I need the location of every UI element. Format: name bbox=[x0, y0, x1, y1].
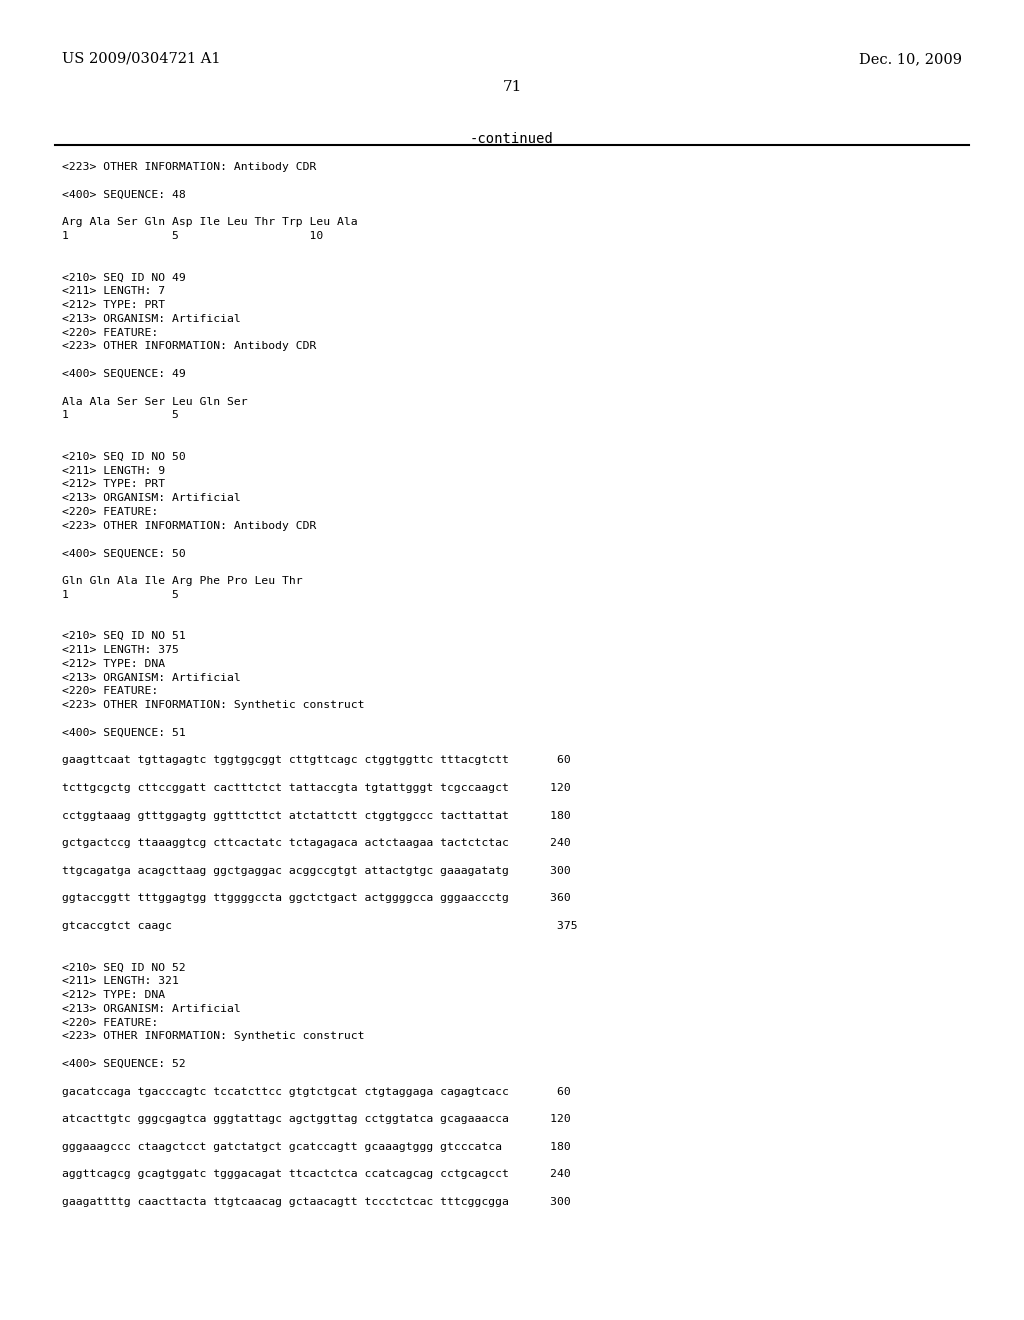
Text: gaagattttg caacttacta ttgtcaacag gctaacagtt tccctctcac tttcggcgga      300: gaagattttg caacttacta ttgtcaacag gctaaca… bbox=[62, 1197, 570, 1206]
Text: <211> LENGTH: 321: <211> LENGTH: 321 bbox=[62, 977, 179, 986]
Text: <212> TYPE: DNA: <212> TYPE: DNA bbox=[62, 990, 165, 1001]
Text: gctgactccg ttaaaggtcg cttcactatc tctagagaca actctaagaa tactctctac      240: gctgactccg ttaaaggtcg cttcactatc tctagag… bbox=[62, 838, 570, 849]
Text: <211> LENGTH: 7: <211> LENGTH: 7 bbox=[62, 286, 165, 296]
Text: <213> ORGANISM: Artificial: <213> ORGANISM: Artificial bbox=[62, 1003, 241, 1014]
Text: <212> TYPE: PRT: <212> TYPE: PRT bbox=[62, 479, 165, 490]
Text: <223> OTHER INFORMATION: Antibody CDR: <223> OTHER INFORMATION: Antibody CDR bbox=[62, 342, 316, 351]
Text: aggttcagcg gcagtggatc tgggacagat ttcactctca ccatcagcag cctgcagcct      240: aggttcagcg gcagtggatc tgggacagat ttcactc… bbox=[62, 1170, 570, 1179]
Text: <212> TYPE: PRT: <212> TYPE: PRT bbox=[62, 300, 165, 310]
Text: <220> FEATURE:: <220> FEATURE: bbox=[62, 686, 159, 697]
Text: <400> SEQUENCE: 49: <400> SEQUENCE: 49 bbox=[62, 370, 185, 379]
Text: atcacttgtc gggcgagtca gggtattagc agctggttag cctggtatca gcagaaacca      120: atcacttgtc gggcgagtca gggtattagc agctggt… bbox=[62, 1114, 570, 1125]
Text: 1               5: 1 5 bbox=[62, 590, 179, 599]
Text: <400> SEQUENCE: 51: <400> SEQUENCE: 51 bbox=[62, 727, 185, 738]
Text: tcttgcgctg cttccggatt cactttctct tattaccgta tgtattgggt tcgccaagct      120: tcttgcgctg cttccggatt cactttctct tattacc… bbox=[62, 783, 570, 793]
Text: gggaaagccc ctaagctcct gatctatgct gcatccagtt gcaaagtggg gtcccatca       180: gggaaagccc ctaagctcct gatctatgct gcatcca… bbox=[62, 1142, 570, 1152]
Text: <400> SEQUENCE: 50: <400> SEQUENCE: 50 bbox=[62, 548, 185, 558]
Text: <223> OTHER INFORMATION: Antibody CDR: <223> OTHER INFORMATION: Antibody CDR bbox=[62, 521, 316, 531]
Text: gaagttcaat tgttagagtc tggtggcggt cttgttcagc ctggtggttc tttacgtctt       60: gaagttcaat tgttagagtc tggtggcggt cttgttc… bbox=[62, 755, 570, 766]
Text: <213> ORGANISM: Artificial: <213> ORGANISM: Artificial bbox=[62, 494, 241, 503]
Text: US 2009/0304721 A1: US 2009/0304721 A1 bbox=[62, 51, 220, 66]
Text: <210> SEQ ID NO 50: <210> SEQ ID NO 50 bbox=[62, 451, 185, 462]
Text: Ala Ala Ser Ser Leu Gln Ser: Ala Ala Ser Ser Leu Gln Ser bbox=[62, 396, 248, 407]
Text: <211> LENGTH: 9: <211> LENGTH: 9 bbox=[62, 466, 165, 475]
Text: <223> OTHER INFORMATION: Synthetic construct: <223> OTHER INFORMATION: Synthetic const… bbox=[62, 1031, 365, 1041]
Text: 1               5: 1 5 bbox=[62, 411, 179, 420]
Text: <223> OTHER INFORMATION: Synthetic construct: <223> OTHER INFORMATION: Synthetic const… bbox=[62, 700, 365, 710]
Text: <400> SEQUENCE: 48: <400> SEQUENCE: 48 bbox=[62, 190, 185, 199]
Text: <223> OTHER INFORMATION: Antibody CDR: <223> OTHER INFORMATION: Antibody CDR bbox=[62, 162, 316, 172]
Text: <213> ORGANISM: Artificial: <213> ORGANISM: Artificial bbox=[62, 314, 241, 323]
Text: cctggtaaag gtttggagtg ggtttcttct atctattctt ctggtggccc tacttattat      180: cctggtaaag gtttggagtg ggtttcttct atctatt… bbox=[62, 810, 570, 821]
Text: <220> FEATURE:: <220> FEATURE: bbox=[62, 327, 159, 338]
Text: ttgcagatga acagcttaag ggctgaggac acggccgtgt attactgtgc gaaagatatg      300: ttgcagatga acagcttaag ggctgaggac acggccg… bbox=[62, 866, 570, 875]
Text: Arg Ala Ser Gln Asp Ile Leu Thr Trp Leu Ala: Arg Ala Ser Gln Asp Ile Leu Thr Trp Leu … bbox=[62, 218, 357, 227]
Text: <210> SEQ ID NO 49: <210> SEQ ID NO 49 bbox=[62, 272, 185, 282]
Text: gacatccaga tgacccagtc tccatcttcc gtgtctgcat ctgtaggaga cagagtcacc       60: gacatccaga tgacccagtc tccatcttcc gtgtctg… bbox=[62, 1086, 570, 1097]
Text: 71: 71 bbox=[503, 81, 521, 94]
Text: ggtaccggtt tttggagtgg ttggggccta ggctctgact actggggcca gggaaccctg      360: ggtaccggtt tttggagtgg ttggggccta ggctctg… bbox=[62, 894, 570, 903]
Text: Gln Gln Ala Ile Arg Phe Pro Leu Thr: Gln Gln Ala Ile Arg Phe Pro Leu Thr bbox=[62, 576, 303, 586]
Text: <220> FEATURE:: <220> FEATURE: bbox=[62, 1018, 159, 1027]
Text: -continued: -continued bbox=[470, 132, 554, 147]
Text: gtcaccgtct caagc                                                        375: gtcaccgtct caagc 375 bbox=[62, 921, 578, 931]
Text: <210> SEQ ID NO 51: <210> SEQ ID NO 51 bbox=[62, 631, 185, 642]
Text: Dec. 10, 2009: Dec. 10, 2009 bbox=[859, 51, 962, 66]
Text: <213> ORGANISM: Artificial: <213> ORGANISM: Artificial bbox=[62, 673, 241, 682]
Text: <220> FEATURE:: <220> FEATURE: bbox=[62, 507, 159, 517]
Text: <400> SEQUENCE: 52: <400> SEQUENCE: 52 bbox=[62, 1059, 185, 1069]
Text: <212> TYPE: DNA: <212> TYPE: DNA bbox=[62, 659, 165, 669]
Text: 1               5                   10: 1 5 10 bbox=[62, 231, 324, 242]
Text: <211> LENGTH: 375: <211> LENGTH: 375 bbox=[62, 645, 179, 655]
Text: <210> SEQ ID NO 52: <210> SEQ ID NO 52 bbox=[62, 962, 185, 973]
